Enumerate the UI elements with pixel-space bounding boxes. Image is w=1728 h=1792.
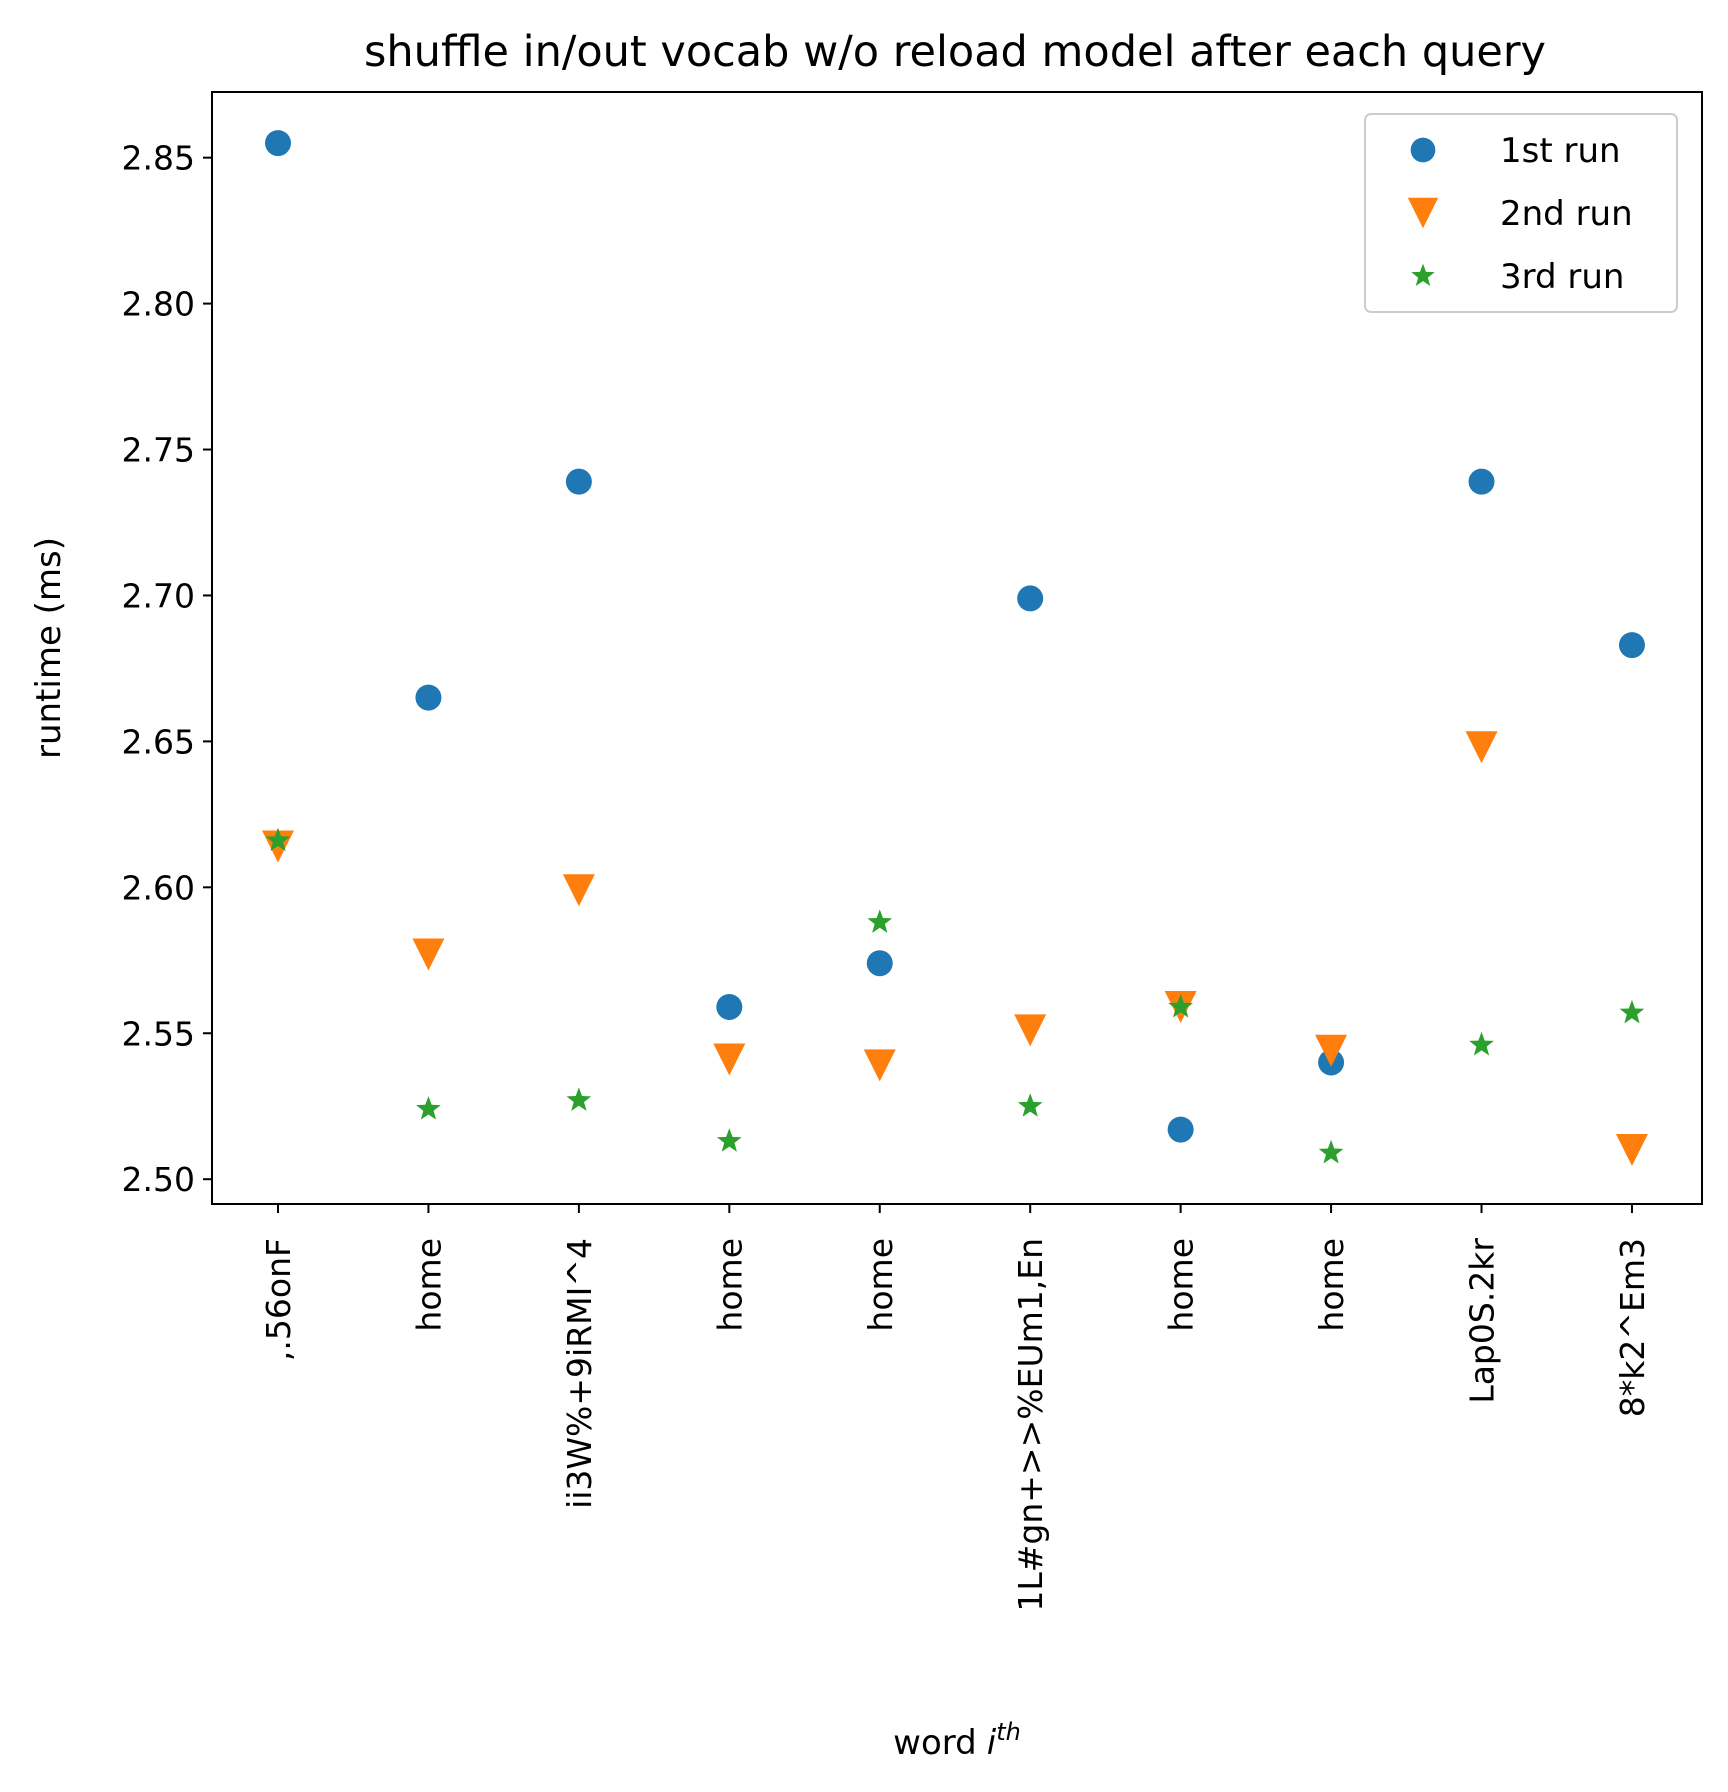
x-tick-label: home (409, 1238, 448, 1332)
y-tick-label: 2.75 (122, 431, 195, 470)
data-point (416, 1096, 441, 1120)
data-point (1469, 1031, 1494, 1056)
data-point (1465, 731, 1498, 764)
legend: 1st run 2nd run 3rd run (1364, 113, 1678, 313)
legend-label: 1st run (1500, 131, 1621, 171)
chart-title: shuffle in/out vocab w/o reload model af… (364, 27, 1546, 77)
legend-marker (1407, 197, 1439, 229)
data-point (1014, 1014, 1047, 1047)
data-point (1167, 1116, 1194, 1143)
data-point (1618, 632, 1645, 659)
y-tick-label: 2.60 (122, 868, 195, 907)
x-axis-label-superscript: th (996, 1718, 1021, 1746)
legend-marker (1411, 263, 1435, 286)
x-tick-label: ii3W%+9iRMI^4 (560, 1238, 599, 1509)
y-axis-label: runtime (ms) (29, 537, 69, 759)
y-tick-label: 2.70 (122, 576, 195, 615)
y-tick-label: 2.65 (122, 722, 195, 761)
data-point (1468, 468, 1495, 495)
x-tick-label: 8*k2^Em3 (1613, 1238, 1652, 1417)
data-point (265, 130, 291, 157)
data-point (1168, 993, 1193, 1018)
y-tick-label: 2.85 (122, 139, 195, 178)
data-point (1615, 1134, 1648, 1167)
y-tick-label: 2.50 (122, 1160, 195, 1199)
x-tick-label: home (1312, 1238, 1351, 1332)
series-2 (262, 731, 1648, 1167)
data-point (566, 1087, 592, 1111)
y-tick-label: 2.55 (122, 1014, 195, 1053)
data-point (716, 993, 743, 1020)
data-point (412, 938, 445, 971)
data-point (867, 909, 893, 933)
x-axis-label-italic: i (987, 1723, 997, 1763)
x-tick-label: home (710, 1238, 749, 1332)
legend-marker (1410, 137, 1436, 163)
legend-label: 3rd run (1500, 257, 1624, 297)
x-tick-label: ,.56onF (259, 1238, 298, 1361)
x-tick-label: Lap0S.2kr (1463, 1238, 1502, 1404)
data-point (713, 1043, 746, 1076)
data-point (565, 468, 592, 495)
y-tick-label: 2.80 (122, 285, 195, 324)
data-point (1017, 1093, 1043, 1117)
data-point (562, 874, 595, 907)
data-point (415, 684, 442, 711)
legend-box (1364, 113, 1678, 313)
data-point (716, 1128, 742, 1152)
data-point (1318, 1139, 1344, 1164)
x-axis-label: word ith (893, 1718, 1021, 1763)
data-point (863, 1049, 896, 1082)
data-point (1619, 999, 1645, 1024)
data-point (265, 827, 291, 852)
series-1 (265, 130, 1645, 1143)
legend-label: 2nd run (1500, 194, 1633, 234)
x-tick-label: home (861, 1238, 900, 1332)
series-3 (265, 827, 1645, 1164)
x-tick-label: home (1162, 1238, 1201, 1332)
plot-frame (211, 91, 1703, 1205)
data-point (866, 950, 893, 977)
x-tick-label: 1L#gn+>>%EUm1,En (1011, 1238, 1050, 1612)
data-point (1017, 585, 1044, 612)
data-point (1315, 1034, 1348, 1067)
x-axis-label-word: word (893, 1723, 977, 1763)
